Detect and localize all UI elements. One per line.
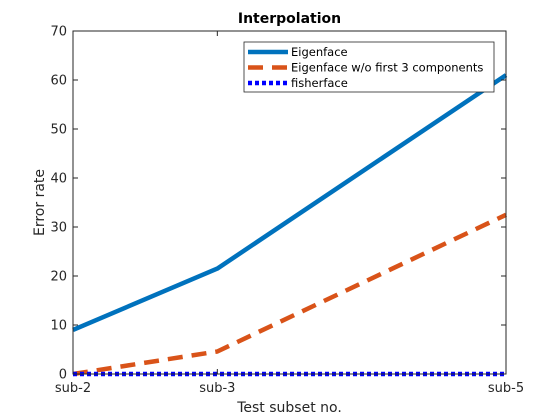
legend: Eigenface Eigenface w/o first 3 component… <box>243 41 495 93</box>
series-line-2 <box>72 212 507 377</box>
x-tick-label: sub-5 <box>488 381 524 396</box>
legend-label-3: fisherface <box>291 76 348 90</box>
y-tick-label: 70 <box>50 25 67 40</box>
y-tick-label: 50 <box>50 123 67 138</box>
y-tick-label: 20 <box>50 270 67 285</box>
ticks-layer: 0 10 20 30 40 50 60 70 sub-2 sub-3 sub-5 <box>50 25 524 397</box>
axes-box <box>72 30 507 375</box>
y-tick-label: 30 <box>50 221 67 236</box>
legend-label-1: Eigenface <box>291 45 348 59</box>
x-tick-label: sub-2 <box>55 381 91 396</box>
series-line-1 <box>72 73 508 332</box>
y-axis-title: Error rate <box>32 169 48 236</box>
chart-title: Interpolation <box>238 11 341 27</box>
x-tick-label: sub-3 <box>199 381 235 396</box>
y-tick-label: 10 <box>50 319 67 334</box>
y-tick-label: 60 <box>50 74 67 89</box>
y-tick-label: 0 <box>59 368 67 383</box>
legend-label-2: Eigenface w/o first 3 components <box>291 61 483 75</box>
y-tick-label: 40 <box>50 172 67 187</box>
axes-layer <box>72 30 507 375</box>
x-axis-title: Test subset no. <box>236 400 342 416</box>
